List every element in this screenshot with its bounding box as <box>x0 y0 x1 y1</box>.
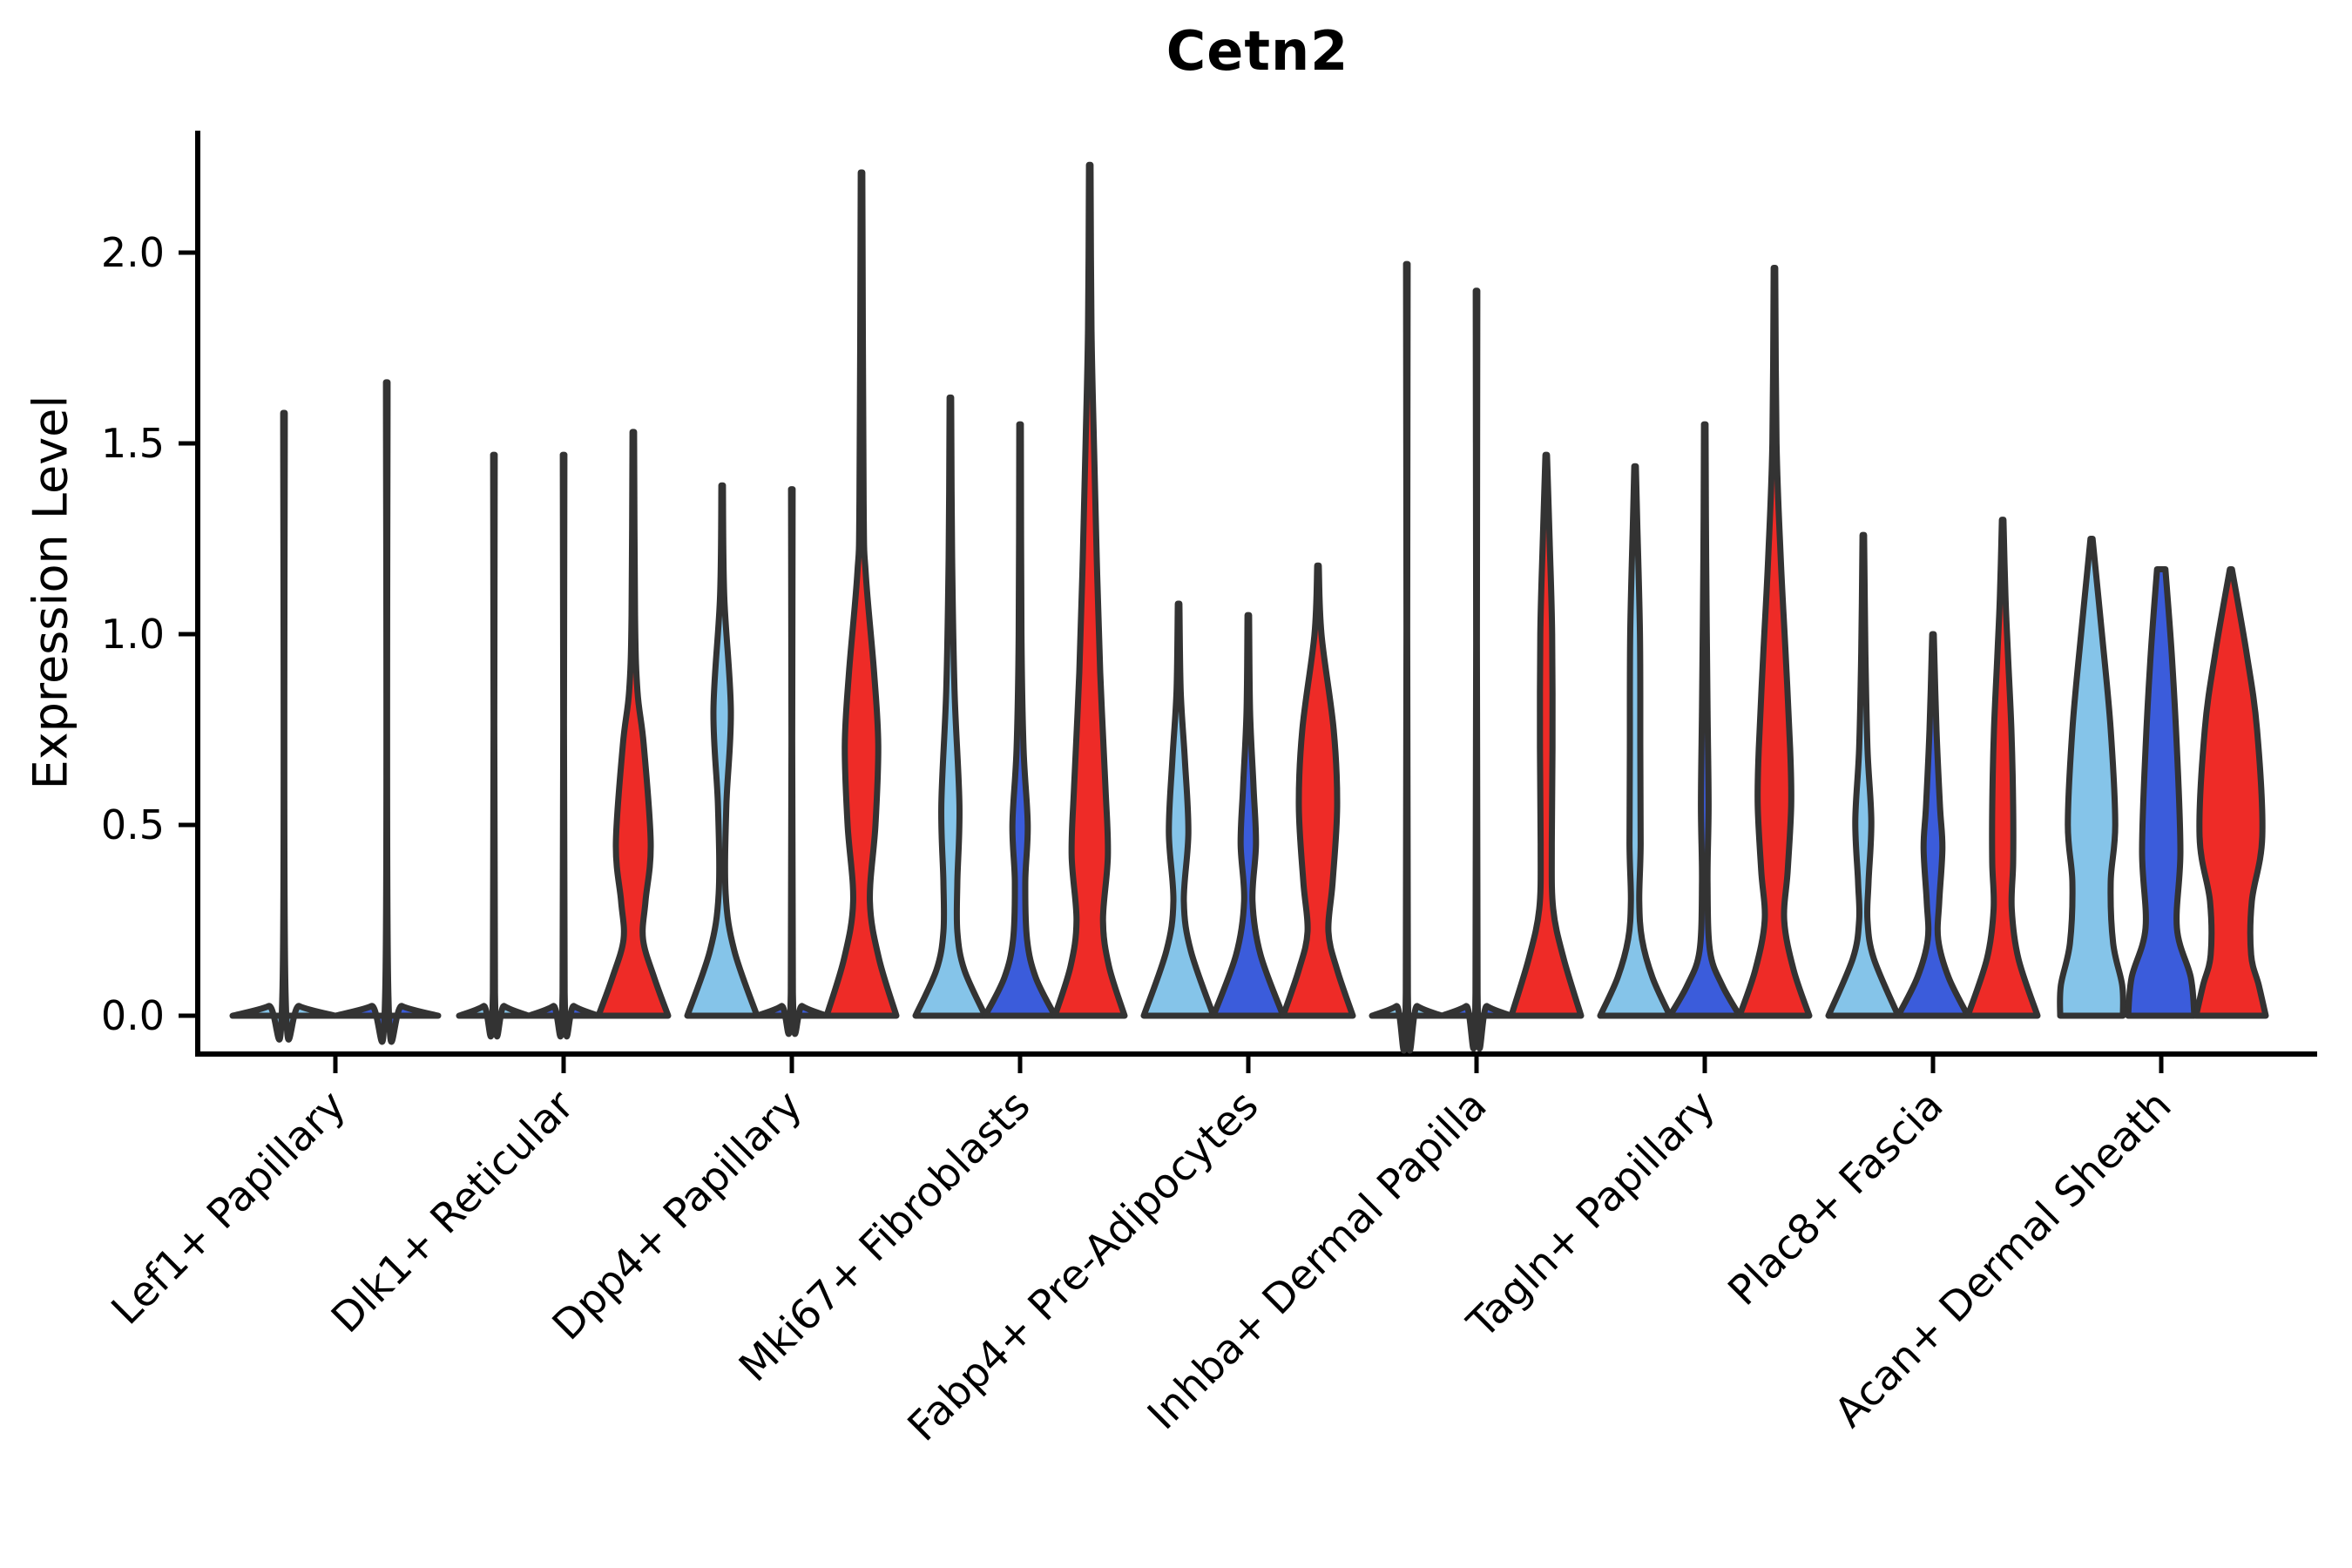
y-tick-label: 0.5 <box>101 801 165 848</box>
violin-5-split2 <box>1210 612 1287 1019</box>
violin-9-split3 <box>2193 566 2269 1019</box>
violin-7-split3 <box>1736 265 1813 1019</box>
x-tick-label: Dpp4+ Papillary <box>544 1082 812 1350</box>
violin-2-split3 <box>595 429 672 1019</box>
violin-1-split1 <box>229 409 339 1043</box>
x-tick-label: Lef1+ Papillary <box>103 1082 355 1335</box>
violin-9-split2 <box>2125 566 2198 1019</box>
violin-4-split2 <box>982 421 1058 1019</box>
y-tick-label: 2.0 <box>101 229 165 276</box>
x-tick-label: Dlk1+ Reticular <box>322 1081 584 1342</box>
violin-2-split2 <box>525 451 602 1040</box>
violin-3-split1 <box>684 482 760 1019</box>
x-tick-label: Plac8+ Fascia <box>1720 1082 1953 1315</box>
x-tick-label: Tagln+ Papillary <box>1458 1082 1725 1348</box>
violin-8-split3 <box>1964 517 2041 1019</box>
violin-9-split1 <box>2057 536 2126 1019</box>
violin-4-split1 <box>912 394 989 1019</box>
violin-8-split1 <box>1825 531 1902 1019</box>
violin-6-split2 <box>1438 287 1515 1052</box>
y-tick-label: 1.0 <box>101 611 165 658</box>
y-tick-label: 1.5 <box>101 420 165 467</box>
y-tick-label: 0.0 <box>101 992 165 1039</box>
violin-3-split3 <box>823 169 900 1019</box>
violin-8-split2 <box>1895 631 1971 1019</box>
violin-3-split2 <box>754 486 830 1037</box>
violin-6-split3 <box>1508 451 1585 1019</box>
chart-title: Cetn2 <box>1166 19 1349 83</box>
violin-6-split1 <box>1369 260 1445 1054</box>
violin-7-split1 <box>1597 463 1673 1019</box>
violin-7-split2 <box>1666 421 1743 1019</box>
violin-2-split1 <box>456 451 532 1040</box>
violin-5-split1 <box>1140 600 1217 1019</box>
violin-4-split3 <box>1051 161 1128 1019</box>
violin-1-split2 <box>332 379 442 1045</box>
violin-5-split3 <box>1280 562 1356 1019</box>
